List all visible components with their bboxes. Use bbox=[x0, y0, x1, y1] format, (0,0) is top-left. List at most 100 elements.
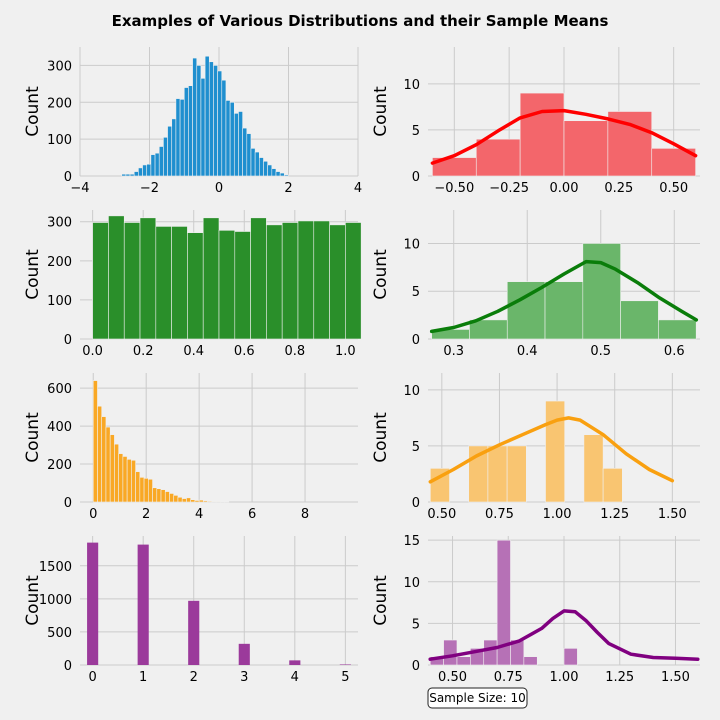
histogram-bar bbox=[267, 164, 273, 177]
x-tick-label: 4 bbox=[354, 181, 362, 196]
histogram-bar bbox=[154, 152, 160, 177]
histogram-bar bbox=[207, 500, 213, 503]
histogram-bar bbox=[139, 217, 157, 340]
histogram-bar bbox=[129, 173, 135, 177]
histogram-bar bbox=[215, 501, 221, 503]
x-tick-label: 2 bbox=[284, 181, 292, 196]
histogram-bar bbox=[496, 539, 511, 666]
histogram-bar bbox=[196, 65, 202, 177]
histogram-bar bbox=[213, 65, 218, 177]
y-tick-label: 1000 bbox=[39, 593, 72, 608]
histogram-bar bbox=[259, 157, 264, 177]
x-tick-label: 3 bbox=[240, 670, 248, 685]
y-tick-label: 300 bbox=[47, 59, 72, 74]
histogram-bar bbox=[483, 639, 498, 666]
x-tick-label: 1 bbox=[139, 670, 147, 685]
histogram-bar bbox=[192, 57, 198, 177]
x-tick-label: 1.50 bbox=[658, 507, 687, 522]
x-tick-label: 0.2 bbox=[133, 344, 154, 359]
histogram-bar bbox=[122, 456, 128, 503]
histogram-bar bbox=[279, 172, 285, 177]
histogram-bar bbox=[190, 499, 196, 503]
histogram-bar bbox=[152, 487, 158, 503]
y-tick-label: 5 bbox=[412, 617, 420, 632]
histogram-bar bbox=[250, 148, 256, 177]
histogram-bar bbox=[506, 445, 527, 503]
histogram-bar bbox=[254, 151, 260, 177]
x-tick-label: 0.6 bbox=[234, 344, 255, 359]
histogram-bar bbox=[167, 125, 173, 177]
histogram-bar bbox=[177, 496, 183, 503]
x-tick-label: 0 bbox=[89, 507, 97, 522]
histogram-bar bbox=[171, 118, 177, 177]
histogram-bar bbox=[506, 281, 546, 340]
histogram-bar bbox=[143, 477, 149, 503]
x-tick-label: −0.25 bbox=[489, 181, 529, 196]
y-tick-label: 0 bbox=[64, 496, 72, 511]
histogram-bar bbox=[523, 656, 538, 666]
y-axis-label: Count bbox=[371, 249, 391, 300]
x-tick-label: 1.25 bbox=[605, 670, 634, 685]
y-tick-label: 0 bbox=[412, 496, 420, 511]
x-tick-label: 0.50 bbox=[427, 507, 456, 522]
histogram-bar bbox=[155, 226, 172, 340]
histogram-bar bbox=[218, 230, 236, 340]
y-axis-label: Count bbox=[371, 575, 391, 626]
x-tick-label: 0.4 bbox=[517, 344, 538, 359]
histogram-bar bbox=[339, 664, 351, 665]
histogram-bar bbox=[163, 137, 168, 177]
y-tick-label: 200 bbox=[47, 255, 72, 270]
histogram-bar bbox=[238, 643, 250, 665]
y-tick-label: 200 bbox=[47, 96, 72, 111]
y-axis-label: Count bbox=[371, 412, 391, 463]
exponential-hist-axes: 0 200 400 600 0 2 4 6 8 Count bbox=[23, 373, 358, 522]
x-tick-label: 0.8 bbox=[284, 344, 305, 359]
y-axis-label: Count bbox=[23, 86, 43, 137]
y-tick-label: 0 bbox=[412, 659, 420, 674]
histogram-bar bbox=[602, 468, 623, 503]
histogram-bar bbox=[146, 163, 152, 177]
x-tick-label: 1.50 bbox=[661, 670, 690, 685]
y-tick-label: 5 bbox=[412, 124, 420, 139]
histogram-bar bbox=[430, 468, 450, 503]
x-tick-label: 0.5 bbox=[590, 344, 611, 359]
sample-size-annotation: Sample Size: 10 bbox=[427, 687, 528, 709]
histogram-bar bbox=[171, 226, 188, 340]
histogram-bar bbox=[208, 61, 214, 177]
histogram-bar bbox=[121, 173, 127, 177]
normal-hist-axes: 0 100 200 300 −4 −2 0 2 4 Count bbox=[23, 47, 362, 196]
y-tick-label: 10 bbox=[403, 237, 420, 252]
x-tick-label: 1.00 bbox=[550, 670, 579, 685]
kde-line bbox=[428, 416, 675, 484]
y-tick-label: 0 bbox=[412, 170, 420, 185]
histogram-bar bbox=[137, 544, 149, 665]
y-tick-label: 0 bbox=[64, 333, 72, 348]
histogram-bar bbox=[198, 499, 204, 503]
y-axis-label: Count bbox=[23, 575, 43, 626]
x-tick-label: 4 bbox=[291, 670, 299, 685]
histogram-bar bbox=[456, 656, 471, 666]
histogram-bar bbox=[164, 491, 170, 503]
normal-means-axes: 0 5 10 −0.50 −0.25 0.00 0.25 0.50 Count bbox=[371, 47, 700, 196]
histogram-bar bbox=[545, 400, 566, 503]
histogram-bar bbox=[125, 173, 131, 177]
x-tick-label: 6 bbox=[248, 507, 256, 522]
histogram-bar bbox=[297, 220, 315, 340]
histogram-bar bbox=[233, 113, 239, 177]
y-tick-label: 100 bbox=[47, 133, 72, 148]
histogram-bar bbox=[181, 498, 187, 503]
y-tick-label: 1500 bbox=[39, 560, 72, 575]
x-tick-label: 0.3 bbox=[443, 344, 464, 359]
y-axis-label: Count bbox=[371, 86, 391, 137]
histogram-bar bbox=[289, 660, 301, 665]
x-tick-label: 2 bbox=[142, 507, 150, 522]
x-tick-label: 0 bbox=[215, 181, 223, 196]
kde-line bbox=[430, 108, 698, 165]
y-tick-label: 600 bbox=[47, 382, 72, 397]
histogram-bar bbox=[175, 98, 181, 177]
histogram-bar bbox=[194, 500, 200, 503]
histogram-bar bbox=[582, 243, 621, 340]
x-tick-label: 0.75 bbox=[494, 670, 523, 685]
